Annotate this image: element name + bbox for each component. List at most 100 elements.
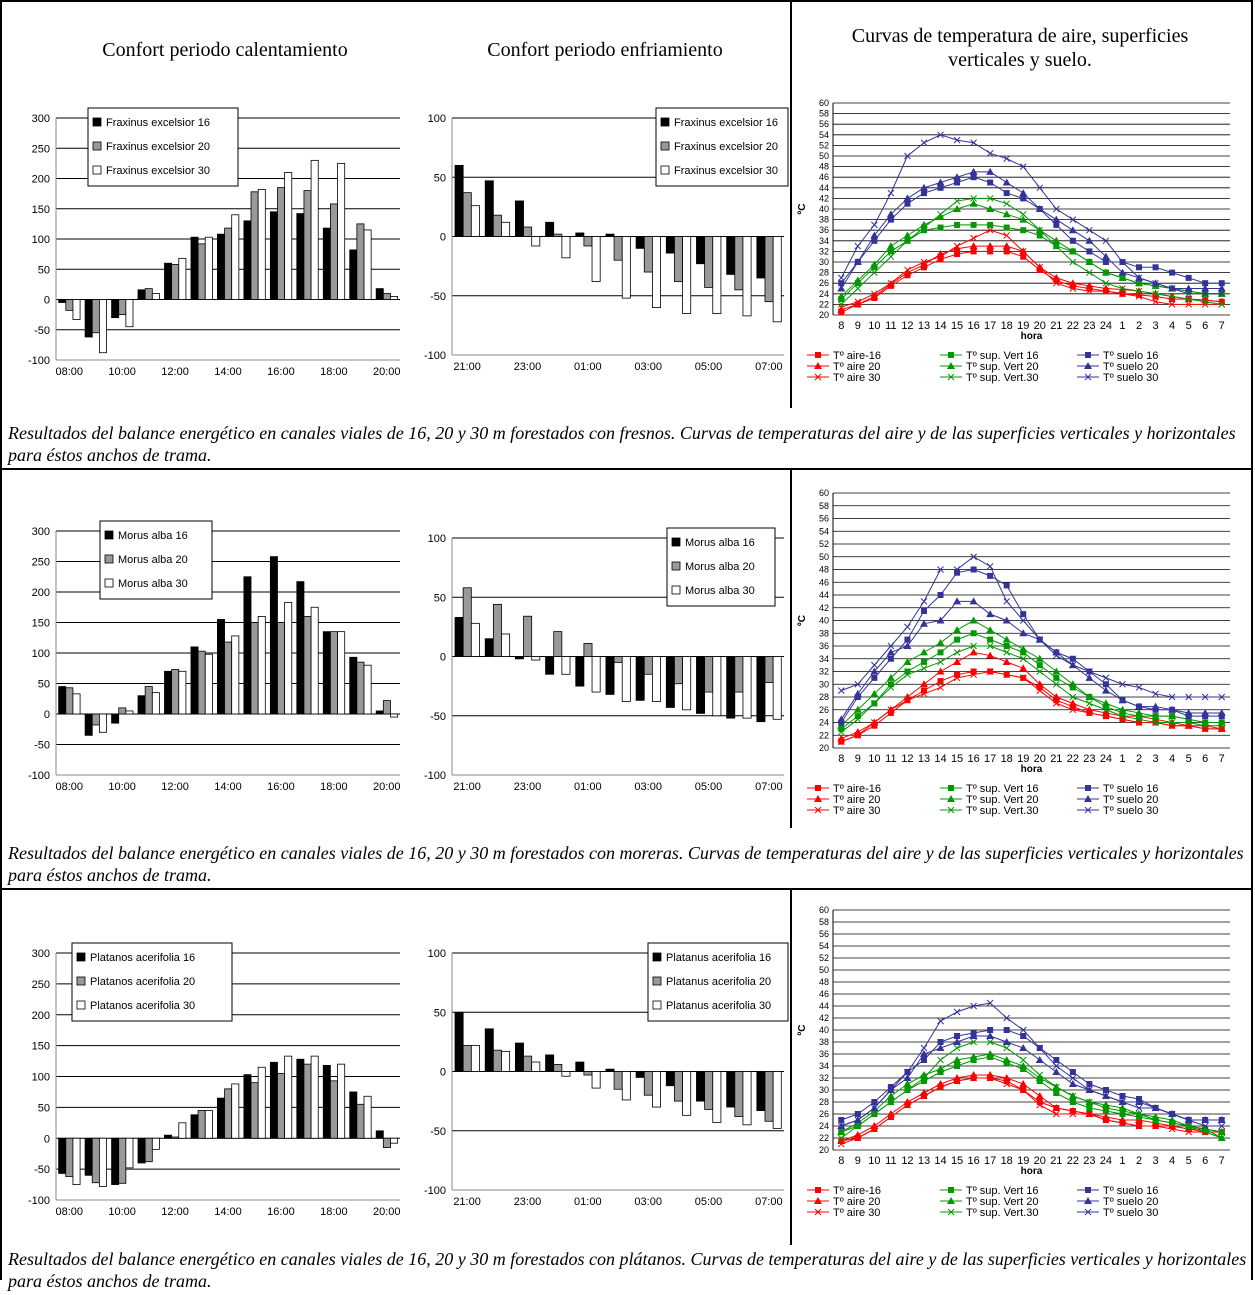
bar: [284, 172, 293, 300]
y-tick-label: 42: [819, 1013, 829, 1023]
marker-triangle: [1068, 226, 1077, 234]
marker-square: [987, 636, 994, 643]
marker-square: [1003, 248, 1010, 255]
marker-x: [837, 1122, 845, 1130]
y-tick-label: 150: [32, 204, 50, 216]
marker-triangle: [1135, 279, 1144, 287]
bar: [330, 203, 338, 300]
marker-square: [838, 725, 845, 732]
marker-x: [1069, 661, 1077, 669]
marker-square: [1036, 1099, 1043, 1105]
bar: [772, 656, 782, 720]
marker-square: [948, 785, 954, 791]
bar: [621, 1071, 631, 1101]
x-tick-label: 12: [901, 1155, 913, 1167]
marker-triangle: [1019, 189, 1028, 197]
marker-triangle: [953, 597, 962, 605]
marker-square: [815, 1187, 821, 1193]
marker-x: [970, 1038, 977, 1046]
marker-x: [1069, 1092, 1077, 1100]
x-tick-label: 05:00: [695, 361, 723, 373]
marker-x: [887, 1086, 895, 1094]
y-tick-label: -50: [430, 711, 446, 723]
bar: [492, 214, 502, 237]
bar: [523, 615, 533, 657]
marker-triangle: [953, 657, 962, 665]
marker-triangle: [936, 212, 945, 220]
y-tick-label: 42: [819, 603, 829, 613]
marker-x: [920, 224, 928, 231]
y-tick-label: 60: [819, 488, 829, 498]
y-tick-label: 58: [819, 917, 829, 927]
marker-x: [947, 1208, 955, 1216]
marker-square: [1102, 703, 1109, 710]
bar: [613, 656, 623, 663]
y-tick-label: -100: [28, 1195, 50, 1207]
bar: [197, 650, 206, 715]
x-tick-label: 05:00: [695, 1196, 723, 1208]
x-tick-label: 12:00: [161, 366, 189, 378]
bar: [470, 1045, 480, 1072]
marker-x: [1036, 1071, 1044, 1079]
legend-swatch: [671, 585, 681, 595]
marker-triangle: [1118, 273, 1127, 281]
bar: [310, 1055, 319, 1139]
bar: [111, 713, 120, 724]
legend-label: Fraxinus excelsior 16: [106, 117, 210, 129]
bar: [704, 1071, 714, 1110]
series-line: [841, 1035, 1222, 1127]
y-tick-label: 36: [819, 1049, 829, 1059]
legend-box: [647, 942, 789, 1022]
marker-x: [814, 806, 822, 814]
marker-x: [1069, 1110, 1077, 1118]
bar: [118, 299, 127, 316]
bar: [250, 622, 259, 715]
x-tick-label: 23: [1083, 1155, 1095, 1167]
legend-swatch: [660, 141, 670, 151]
bar: [84, 713, 93, 736]
bar: [151, 692, 160, 715]
x-tick-label: 07:00: [755, 1196, 783, 1208]
bar: [712, 1071, 722, 1123]
column-divider-2: [790, 470, 792, 828]
x-tick-label: 18: [1001, 1155, 1013, 1167]
marker-triangle: [969, 167, 978, 175]
bar: [523, 1055, 533, 1072]
marker-triangle: [870, 689, 879, 697]
marker-triangle: [936, 638, 945, 646]
series-line: [840, 600, 1222, 720]
marker-x: [1036, 263, 1044, 271]
marker-square: [1085, 785, 1091, 791]
marker-triangle: [969, 1053, 978, 1060]
marker-x: [814, 1208, 822, 1216]
x-tick-label: 3: [1153, 753, 1159, 765]
caption-moreras: Resultados del balance energético en can…: [8, 843, 1244, 885]
marker-triangle: [1002, 242, 1011, 250]
bar: [322, 1064, 331, 1139]
x-tick-label: 21:00: [453, 1196, 481, 1208]
bar: [514, 1042, 524, 1072]
marker-x: [1003, 671, 1011, 679]
legend-label: Tº suelo 16: [1103, 783, 1158, 795]
marker-square: [1218, 713, 1225, 720]
marker-triangle: [1084, 795, 1092, 802]
series-line: [840, 632, 1222, 730]
marker-x: [904, 1068, 911, 1076]
marker-x: [871, 221, 878, 229]
marker-x: [854, 731, 862, 739]
bar: [125, 1137, 134, 1169]
marker-triangle: [936, 667, 945, 675]
y-tick-label: 54: [819, 526, 829, 536]
x-tick-label: 12:00: [161, 781, 189, 793]
legend-label: Tº suelo 30: [1103, 372, 1158, 384]
x-tick-label: 23:00: [514, 1196, 542, 1208]
y-axis-label: ºC: [797, 615, 808, 626]
bar: [553, 631, 563, 657]
x-tick-label: 17: [984, 753, 996, 765]
bar: [470, 622, 480, 657]
legend-swatch: [76, 976, 86, 986]
y-tick-label: 34: [819, 236, 829, 246]
bar: [337, 631, 346, 715]
x-tick-label: 03:00: [634, 781, 662, 793]
bar: [484, 180, 494, 237]
